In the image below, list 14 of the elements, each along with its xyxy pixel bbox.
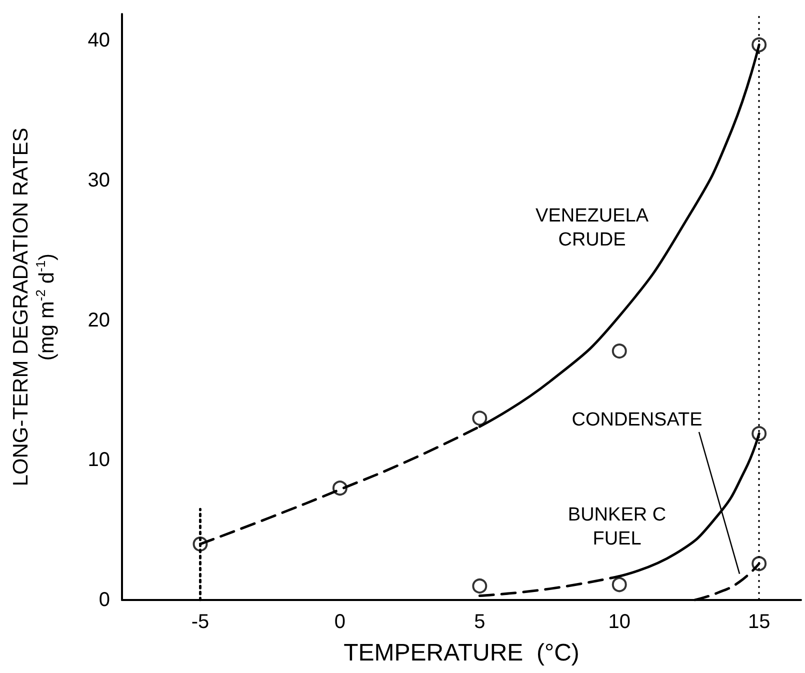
- annotation: BUNKER C FUEL: [568, 504, 666, 550]
- annotation: VENEZUELA CRUDE: [536, 206, 649, 250]
- y-tick-label: 40: [88, 30, 110, 52]
- x-tick-label: 10: [608, 611, 630, 633]
- y-tick-label: 0: [98, 589, 110, 611]
- x-tick-label: -5: [191, 611, 210, 633]
- x-axis-title: TEMPERATURE (°C): [344, 640, 580, 666]
- x-tick-label: 5: [474, 611, 486, 633]
- x-tick-label: 15: [748, 611, 770, 633]
- annotation: CONDENSATE: [572, 410, 702, 430]
- x-tick-label: 0: [334, 611, 346, 633]
- y-tick-label: 30: [88, 169, 110, 192]
- y-tick-label: 10: [88, 449, 110, 472]
- y-tick-label: 20: [88, 309, 110, 332]
